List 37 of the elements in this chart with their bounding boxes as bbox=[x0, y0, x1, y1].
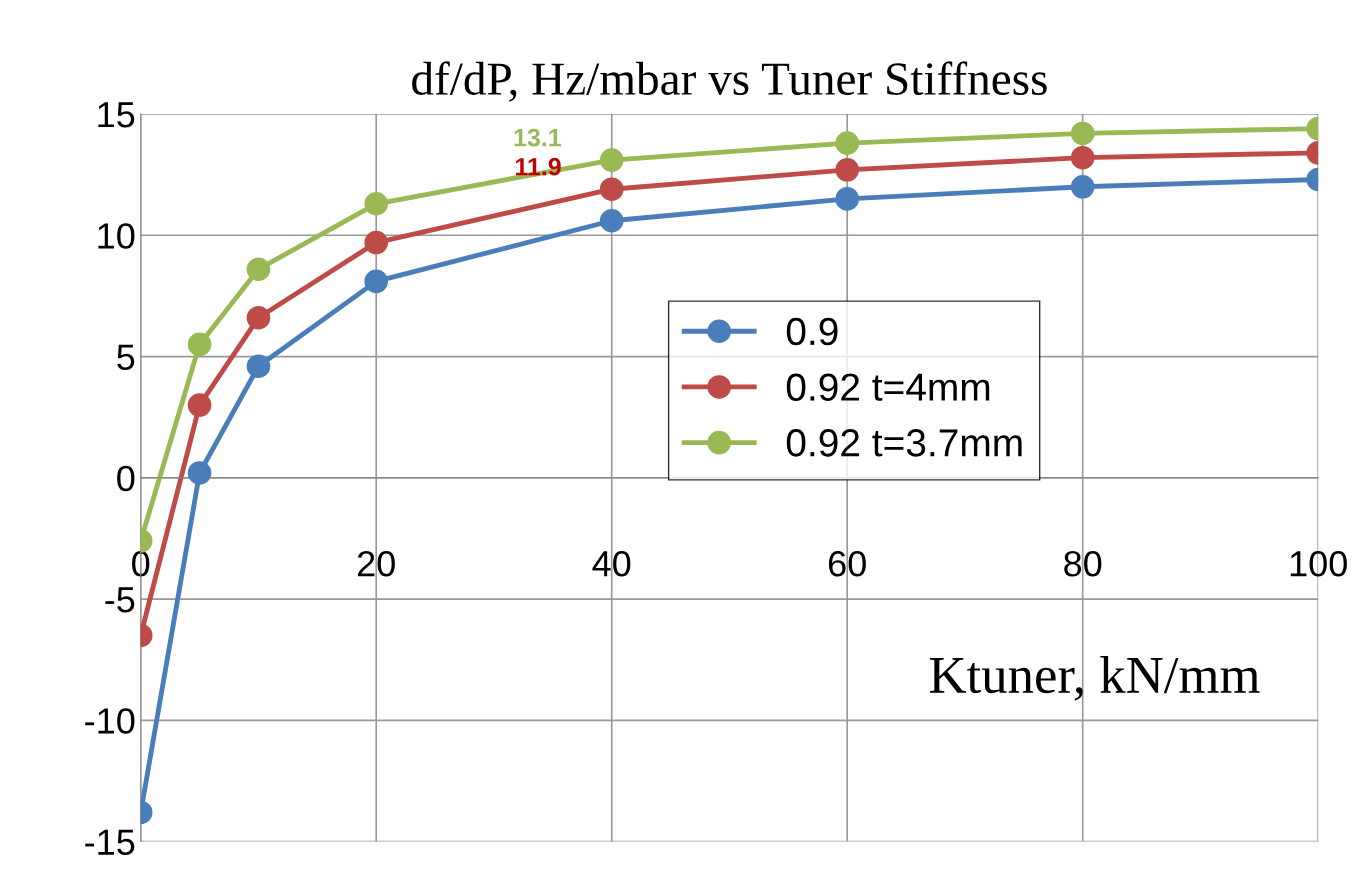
x-tick-label: 60 bbox=[828, 550, 866, 577]
chart-title: df/dP, Hz/mbar vs Tuner Stiffness bbox=[412, 61, 1047, 102]
y-tick-label: -10 bbox=[85, 708, 135, 734]
point bbox=[835, 131, 859, 155]
point bbox=[1070, 174, 1095, 199]
point bbox=[599, 148, 624, 172]
point bbox=[246, 305, 271, 330]
y-tick-label: -5 bbox=[105, 587, 135, 613]
y-tick-label: 10 bbox=[98, 223, 135, 249]
y-tick-label: 15 bbox=[98, 102, 135, 128]
point bbox=[246, 257, 271, 282]
x-tick-label: 40 bbox=[592, 550, 631, 577]
x-tick-label: 100 bbox=[1290, 550, 1347, 577]
point bbox=[187, 393, 212, 417]
legend-label: 0.92 t=3.7mm bbox=[786, 429, 1022, 457]
point bbox=[187, 332, 212, 357]
legend-label: 0.92 t=4mm bbox=[786, 373, 990, 401]
point bbox=[364, 269, 389, 294]
point bbox=[187, 461, 212, 485]
point bbox=[835, 187, 859, 211]
point bbox=[599, 208, 624, 233]
x-tick-label: 80 bbox=[1064, 550, 1102, 577]
y-tick-label: -15 bbox=[85, 829, 135, 856]
x-axis-title: Ktuner, kN/mm bbox=[929, 656, 1260, 701]
x-tick-label: 20 bbox=[357, 550, 395, 577]
point bbox=[364, 230, 389, 255]
annotation: 11.9 bbox=[515, 157, 561, 176]
point bbox=[1070, 121, 1095, 146]
point bbox=[364, 191, 389, 216]
point bbox=[835, 158, 859, 182]
point bbox=[1070, 145, 1095, 170]
annotation: 13.1 bbox=[514, 128, 561, 147]
y-tick-label: 0 bbox=[117, 465, 135, 492]
point bbox=[599, 177, 624, 202]
point bbox=[246, 354, 271, 379]
legend-label: 0.9 bbox=[786, 317, 838, 346]
y-tick-label: 5 bbox=[117, 344, 135, 370]
